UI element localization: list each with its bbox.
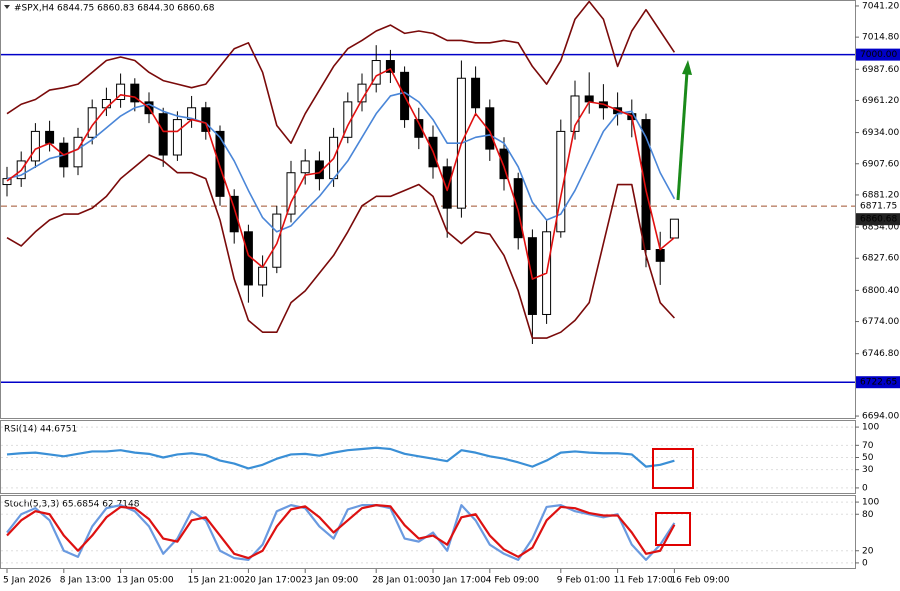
price-level-label: 7000.00: [860, 50, 897, 60]
y-tick-label: 6987.60: [862, 65, 899, 75]
y-tick-label: 6881.20: [862, 190, 899, 200]
candle-body: [30, 130, 40, 162]
x-tick-label: 28 Jan 01:00: [372, 576, 429, 586]
candle-body: [584, 95, 594, 103]
candle-body: [442, 166, 452, 209]
trend-arrow: [676, 71, 689, 201]
candle-body: [258, 266, 268, 286]
candle-body: [471, 77, 481, 109]
candle-body: [215, 130, 225, 197]
candle-body: [172, 119, 182, 156]
candle-body: [669, 218, 679, 239]
x-tick-label: 30 Jan 17:00: [429, 576, 486, 586]
y-tick-label: 6774.00: [862, 317, 899, 327]
candle-body: [101, 99, 111, 109]
candle-body: [414, 119, 424, 138]
x-tick-label: 20 Jan 17:00: [244, 576, 301, 586]
y-tick-label: 20: [862, 546, 874, 556]
candle-body: [229, 195, 239, 233]
price-level-label: 6722.65: [860, 378, 897, 388]
y-tick-label: 100: [862, 423, 879, 433]
dropdown-icon[interactable]: [4, 5, 10, 9]
x-tick-label: 13 Jan 05:00: [117, 576, 174, 586]
indicator-line: [6, 154, 675, 339]
indicator-line: [6, 0, 676, 145]
y-tick-label: 0: [862, 483, 868, 493]
candle-body: [300, 160, 310, 174]
y-tick-label: 6827.60: [862, 254, 899, 264]
price-level-box: [856, 376, 900, 389]
x-tick-label: 23 Jan 09:00: [301, 576, 358, 586]
highlight-box: [655, 512, 691, 546]
candle-body: [158, 113, 168, 156]
indicator-line: [6, 67, 675, 280]
candle-body: [570, 95, 580, 132]
y-tick-label: 0: [862, 558, 868, 568]
y-tick-label: 6746.80: [862, 349, 899, 359]
stoch-title: Stoch(5,3,3) 65.6854 62.7148: [4, 500, 140, 510]
y-tick-label: 30: [862, 465, 874, 475]
x-tick-label: 5 Jan 2026: [3, 576, 51, 586]
last-price-label: 6860.68: [860, 215, 897, 225]
candle-body: [371, 60, 381, 85]
candle-body: [499, 148, 509, 180]
candle-body: [556, 130, 566, 233]
x-tick-label: 15 Jan 21:00: [188, 576, 245, 586]
chart-title: #SPX,H4 6844.75 6860.83 6844.30 6860.68: [14, 4, 215, 14]
y-tick-label: 6934.00: [862, 128, 899, 138]
x-tick-label: 16 Feb 09:00: [670, 576, 729, 586]
candle-body: [655, 249, 665, 262]
y-tick-label: 6907.60: [862, 159, 899, 169]
y-tick-label: 6800.40: [862, 286, 899, 296]
price-pane: [0, 0, 856, 419]
candle-body: [116, 83, 126, 101]
candle-body: [485, 107, 495, 150]
indicator-line: [6, 446, 675, 470]
price-level-label: 6871.75: [860, 202, 897, 212]
y-tick-label: 6854.00: [862, 223, 899, 233]
arrow-head: [682, 60, 692, 75]
x-tick-label: 9 Feb 01:00: [557, 576, 611, 586]
x-tick-label: 8 Jan 13:00: [60, 576, 112, 586]
y-tick-label: 6961.20: [862, 96, 899, 106]
candle-body: [201, 107, 211, 132]
stoch-pane: [0, 495, 856, 569]
indicator-line: [6, 91, 676, 233]
price-level-box: [856, 48, 900, 61]
candle-body: [87, 107, 97, 138]
y-tick-label: 6694.00: [862, 412, 899, 422]
y-tick-label: 100: [862, 498, 879, 508]
price-level-box: [856, 200, 900, 213]
y-tick-label: 70: [862, 441, 874, 451]
last-price-box: [856, 213, 900, 226]
y-tick-label: 7041.20: [862, 1, 899, 11]
candle-body: [130, 83, 140, 103]
candle-body: [286, 172, 296, 215]
candle-body: [45, 130, 55, 144]
y-tick-label: 50: [862, 453, 874, 463]
candle-body: [272, 213, 282, 268]
highlight-box: [652, 448, 694, 489]
candle-body: [641, 119, 651, 251]
y-tick-label: 7014.80: [862, 33, 899, 43]
x-tick-label: 4 Feb 09:00: [486, 576, 540, 586]
candle-body: [73, 136, 83, 168]
y-tick-label: 80: [862, 510, 874, 520]
indicator-line: [6, 504, 676, 560]
candle-body: [385, 60, 395, 73]
x-tick-label: 11 Feb 17:00: [614, 576, 673, 586]
rsi-title: RSI(14) 44.6751: [4, 425, 77, 435]
